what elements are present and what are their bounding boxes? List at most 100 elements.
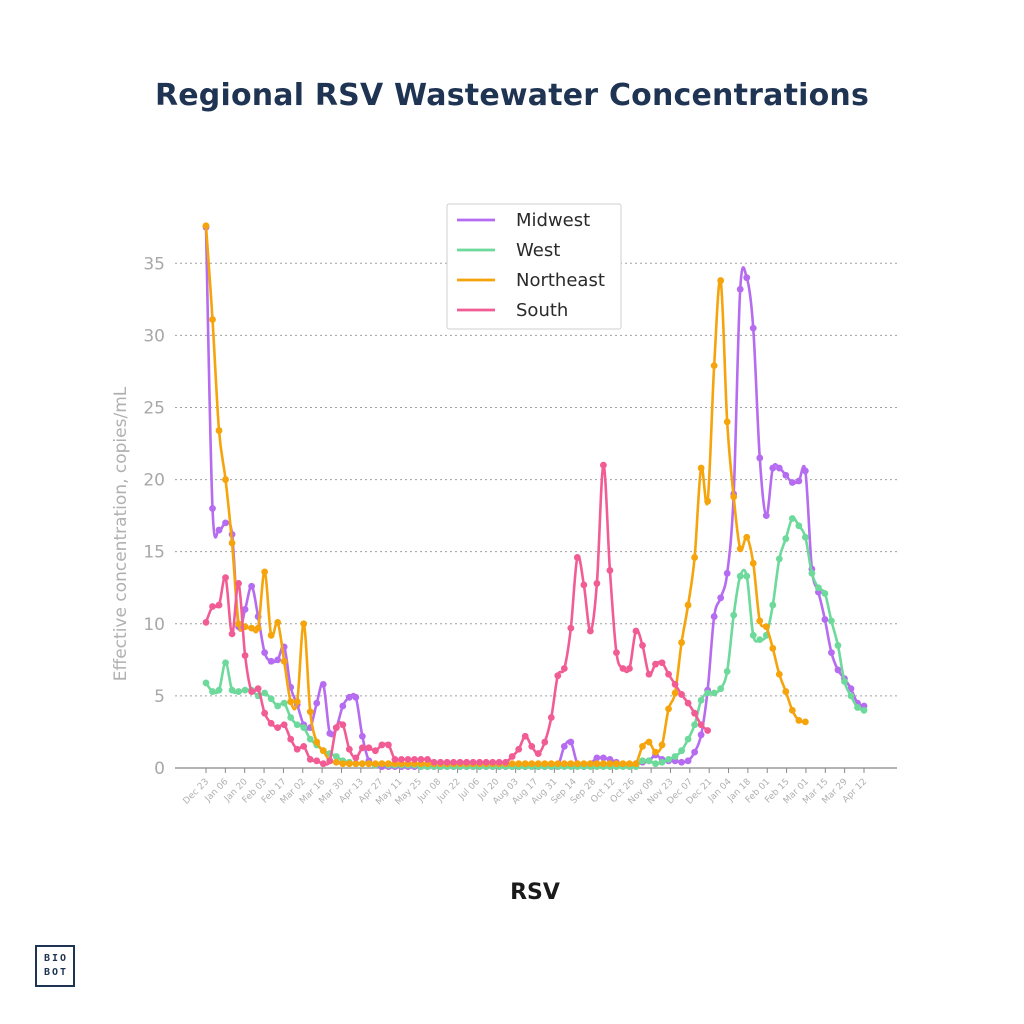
data-point-northeast <box>521 760 529 768</box>
data-point-northeast <box>560 760 568 768</box>
data-point-northeast <box>332 758 340 766</box>
data-point-south <box>560 665 568 672</box>
data-point-west <box>306 735 314 743</box>
data-point-west <box>300 724 308 732</box>
data-point-west <box>834 642 842 649</box>
data-point-northeast <box>202 222 210 230</box>
data-point-west <box>332 753 340 760</box>
data-point-midwest <box>326 729 334 737</box>
data-point-west <box>691 721 699 729</box>
data-point-midwest <box>756 454 764 462</box>
data-point-south <box>443 758 451 766</box>
data-point-northeast <box>378 760 386 768</box>
data-point-south <box>463 758 470 766</box>
data-point-south <box>437 758 444 766</box>
data-point-midwest <box>782 471 790 479</box>
data-point-northeast <box>248 624 256 632</box>
data-point-west <box>215 686 223 694</box>
data-point-south <box>280 721 288 729</box>
data-point-west <box>788 515 796 522</box>
data-point-south <box>430 758 438 766</box>
data-point-northeast <box>652 748 659 756</box>
y-tick-label: 35 <box>143 254 165 274</box>
data-point-northeast <box>541 760 549 768</box>
data-point-south <box>704 727 712 734</box>
data-point-northeast <box>671 689 679 697</box>
data-point-west <box>860 706 868 714</box>
data-point-midwest <box>678 758 685 766</box>
data-point-midwest <box>560 742 568 750</box>
data-point-south <box>684 699 692 707</box>
data-point-south <box>502 758 510 766</box>
data-point-midwest <box>697 731 705 739</box>
data-point-west <box>639 757 646 765</box>
data-point-south <box>495 758 503 766</box>
data-point-south <box>665 670 672 678</box>
data-point-south <box>632 627 640 635</box>
data-point-midwest <box>795 477 803 485</box>
legend-label-midwest: Midwest <box>516 210 590 231</box>
data-point-midwest <box>241 605 249 613</box>
legend-label-west: West <box>516 240 560 261</box>
data-point-south <box>515 745 523 753</box>
data-point-northeast <box>645 738 653 746</box>
data-point-west <box>209 688 216 695</box>
data-point-northeast <box>528 760 536 768</box>
data-point-midwest <box>339 702 347 710</box>
data-point-midwest <box>684 757 692 765</box>
data-point-south <box>469 758 477 766</box>
data-point-midwest <box>743 274 751 282</box>
data-point-northeast <box>613 760 620 768</box>
data-point-south <box>306 755 314 763</box>
data-point-south <box>365 744 373 752</box>
data-point-south <box>639 642 646 649</box>
data-point-west <box>801 533 809 541</box>
data-point-south <box>235 580 242 587</box>
data-point-south <box>274 724 282 732</box>
data-point-northeast <box>710 362 718 370</box>
data-point-south <box>332 724 340 732</box>
x-tick-label: Jul 06 <box>456 777 482 803</box>
data-point-northeast <box>228 539 236 547</box>
data-point-south <box>450 758 457 766</box>
data-point-northeast <box>267 631 275 639</box>
data-point-south <box>671 680 679 688</box>
data-point-west <box>645 757 653 765</box>
data-point-northeast <box>358 760 366 768</box>
data-point-midwest <box>345 693 353 701</box>
data-point-south <box>547 714 555 721</box>
data-point-midwest <box>749 324 757 332</box>
data-point-south <box>521 732 529 740</box>
data-point-west <box>697 696 705 704</box>
data-point-northeast <box>371 760 379 768</box>
data-point-northeast <box>508 760 516 768</box>
data-point-west <box>287 714 295 721</box>
data-point-west <box>854 704 861 711</box>
data-point-south <box>358 744 366 752</box>
data-point-northeast <box>293 698 301 706</box>
data-point-northeast <box>573 760 581 768</box>
data-point-midwest <box>717 594 725 602</box>
data-point-northeast <box>788 706 796 714</box>
data-point-northeast <box>782 688 790 695</box>
data-point-northeast <box>632 760 640 768</box>
data-point-northeast <box>606 760 614 768</box>
data-point-south <box>476 758 484 766</box>
data-point-west <box>671 753 679 760</box>
data-point-midwest <box>775 464 783 472</box>
biobot-logo: BIO BOT <box>35 945 75 987</box>
data-point-midwest <box>710 613 718 620</box>
y-axis-label: Effective concentration, copies/mL <box>111 386 131 681</box>
data-point-northeast <box>254 624 262 632</box>
data-point-south <box>482 758 490 766</box>
data-point-northeast <box>339 760 347 768</box>
data-point-south <box>554 672 562 680</box>
data-point-south <box>411 755 418 763</box>
data-point-south <box>541 738 549 746</box>
data-point-west <box>704 689 712 697</box>
logo-line-2: BOT <box>43 967 69 978</box>
data-point-south <box>424 755 431 763</box>
data-point-northeast <box>300 620 308 628</box>
data-point-west <box>782 535 790 543</box>
data-point-south <box>287 735 295 743</box>
